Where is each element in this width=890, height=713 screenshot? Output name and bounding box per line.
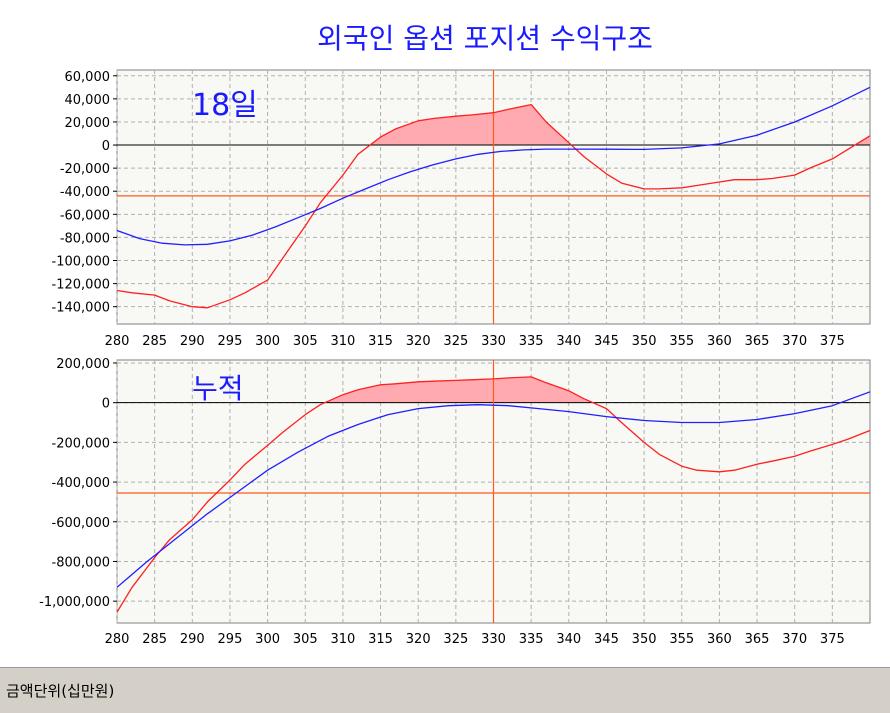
- x-tick-label: 305: [293, 632, 318, 647]
- x-tick-label: 290: [180, 632, 205, 647]
- y-tick-label: -140,000: [52, 301, 110, 316]
- blue-series-line: [117, 391, 870, 588]
- x-tick-label: 350: [632, 334, 657, 349]
- y-tick-label: -400,000: [52, 476, 110, 491]
- y-tick-label: 20,000: [65, 116, 111, 131]
- x-tick-label: 350: [632, 632, 657, 647]
- x-tick-label: 320: [406, 632, 431, 647]
- x-tick-label: 340: [556, 632, 581, 647]
- red-series-line: [117, 103, 870, 309]
- series-group: [117, 70, 870, 324]
- x-tick-label: 340: [556, 334, 581, 349]
- status-bar: 금액단위(십만원): [0, 667, 890, 713]
- x-tick-label: 280: [105, 632, 130, 647]
- x-tick-label: 310: [330, 334, 355, 349]
- x-tick-label: 285: [142, 334, 167, 349]
- panel-label: 누적: [192, 372, 244, 405]
- x-tick-label: 370: [782, 632, 807, 647]
- x-tick-label: 330: [481, 632, 506, 647]
- x-tick-label: 315: [368, 632, 393, 647]
- y-tick-label: -120,000: [52, 278, 110, 293]
- x-tick-label: 325: [443, 632, 468, 647]
- unit-label: 금액단위(십만원): [6, 682, 115, 700]
- y-tick-label: -200,000: [52, 436, 110, 451]
- option-payoff-charts: 외국인 옵션 포지션 수익구조 280 285 290 295 300 305 310 315…: [39, 22, 871, 647]
- y-tick-label: -20,000: [60, 162, 110, 177]
- x-tick-label: 305: [293, 334, 318, 349]
- profit-area: [324, 376, 593, 403]
- x-tick-label: 355: [669, 632, 694, 647]
- x-tick-label: 335: [519, 334, 544, 349]
- x-tick-label: 360: [707, 632, 732, 647]
- x-tick-label: 290: [180, 334, 205, 349]
- chart-title: 외국인 옵션 포지션 수익구조: [317, 22, 653, 55]
- x-tick-label: 365: [745, 334, 770, 349]
- series-group: [117, 360, 870, 623]
- x-tick-label: 365: [745, 632, 770, 647]
- y-tick-label: -40,000: [60, 185, 110, 200]
- x-tick-label: 300: [255, 334, 280, 349]
- x-tick-label: 335: [519, 632, 544, 647]
- y-tick-label: -100,000: [52, 255, 110, 270]
- y-tick-label: -800,000: [52, 555, 110, 570]
- red-series-line: [117, 376, 870, 613]
- x-tick-label: 360: [707, 334, 732, 349]
- y-tick-label: -1,000,000: [39, 595, 110, 610]
- y-tick-label: 40,000: [65, 93, 111, 108]
- y-tick-label: 200,000: [56, 357, 110, 372]
- x-tick-label: 310: [330, 632, 355, 647]
- y-tick-label: 0: [102, 397, 110, 412]
- x-tick-label: 295: [218, 334, 243, 349]
- x-tick-label: 300: [255, 632, 280, 647]
- x-tick-label: 345: [594, 334, 619, 349]
- x-tick-label: 280: [105, 334, 130, 349]
- x-tick-label: 370: [782, 334, 807, 349]
- x-tick-label: 375: [820, 334, 845, 349]
- x-tick-label: 320: [406, 334, 431, 349]
- y-tick-label: 0: [102, 139, 110, 154]
- y-tick-label: -80,000: [60, 231, 110, 246]
- blue-series-line: [117, 86, 870, 246]
- daily-payoff-panel: 280 285 290 295 300 305 310 315 320 325 330 335 340 3…: [52, 69, 871, 349]
- profit-area: [370, 104, 572, 146]
- x-tick-label: 315: [368, 334, 393, 349]
- x-tick-label: 375: [820, 632, 845, 647]
- x-tick-label: 325: [443, 334, 468, 349]
- panel-label: 18일: [192, 88, 258, 123]
- y-tick-label: -60,000: [60, 208, 110, 223]
- cumulative-payoff-panel: 280 285 290 295 300 305 310 315 320 325 330 335 340 3…: [39, 357, 871, 647]
- x-tick-label: 285: [142, 632, 167, 647]
- x-tick-label: 330: [481, 334, 506, 349]
- y-tick-label: -600,000: [52, 516, 110, 531]
- y-tick-label: 60,000: [65, 70, 111, 85]
- x-tick-label: 345: [594, 632, 619, 647]
- x-tick-label: 355: [669, 334, 694, 349]
- x-tick-label: 295: [218, 632, 243, 647]
